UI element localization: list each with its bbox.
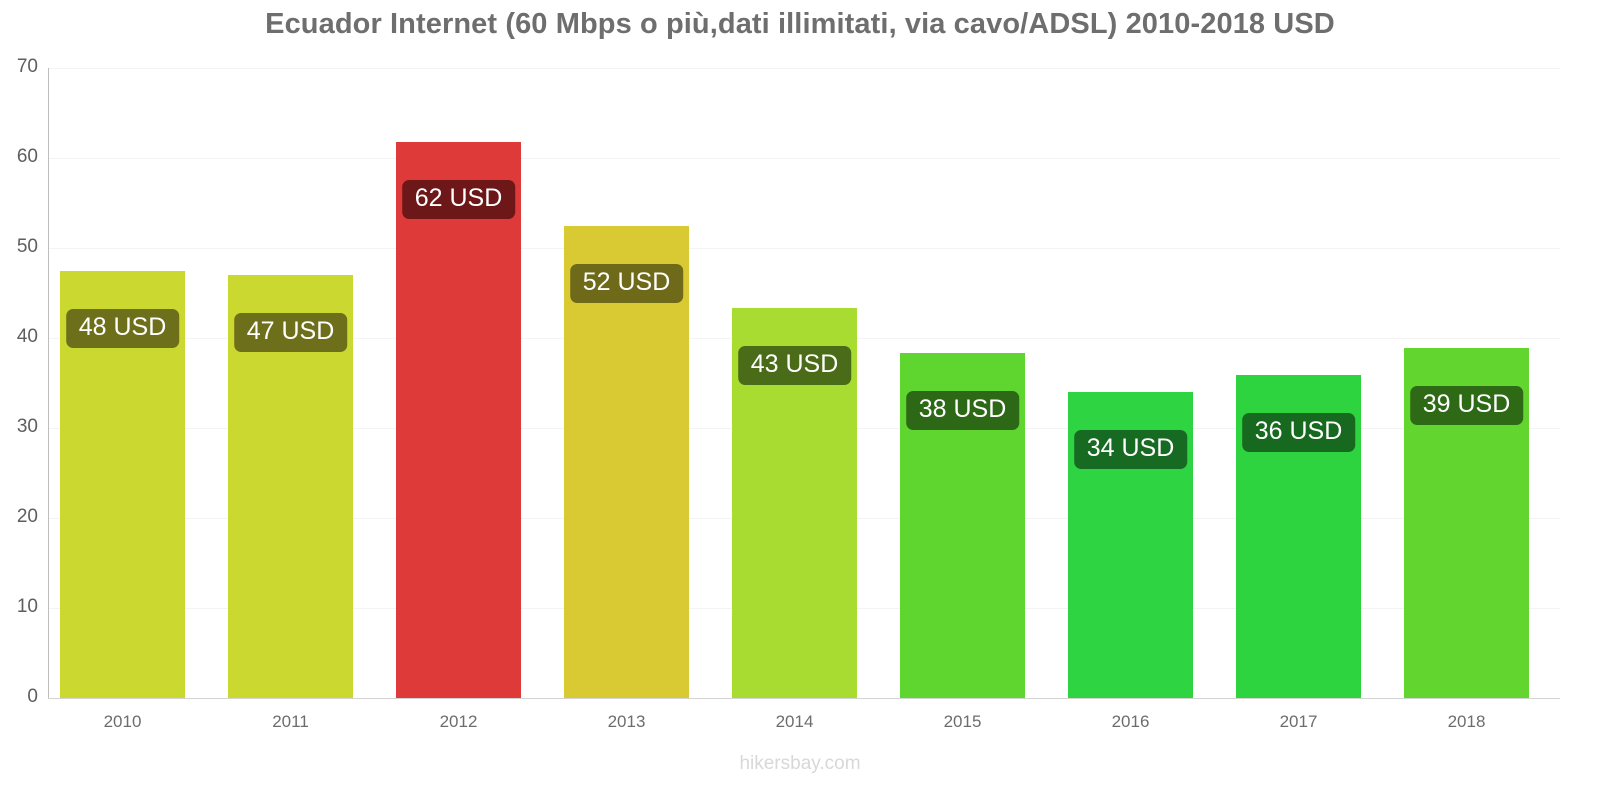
x-tick-label: 2013 xyxy=(607,712,646,731)
footer-credit: hikersbay.com xyxy=(739,753,861,774)
gridline xyxy=(48,158,1560,159)
x-tick-label: 2011 xyxy=(272,712,309,731)
bar-value-label: 43 USD xyxy=(737,346,852,386)
bar[interactable]: 62 USD xyxy=(396,141,521,698)
gridline xyxy=(48,248,1560,249)
y-tick-label: 10 xyxy=(16,596,38,617)
bar-value-label: 36 USD xyxy=(1241,412,1356,452)
bar[interactable]: 34 USD xyxy=(1068,392,1193,698)
x-tick-label: 2010 xyxy=(103,712,142,731)
x-tick-label: 2014 xyxy=(775,712,814,731)
bar[interactable]: 52 USD xyxy=(564,225,689,698)
chart-title: Ecuador Internet (60 Mbps o più,dati ill… xyxy=(265,8,1335,40)
x-tick-label: 2017 xyxy=(1279,712,1318,731)
bar[interactable]: 48 USD xyxy=(60,270,185,698)
y-tick-label: 40 xyxy=(16,326,38,347)
y-tick-label: 50 xyxy=(16,236,38,257)
bar-value-label: 47 USD xyxy=(233,313,348,352)
y-tick-label: 60 xyxy=(16,146,38,167)
bar[interactable]: 43 USD xyxy=(732,308,857,698)
y-tick-label: 70 xyxy=(16,56,38,77)
x-tick-label: 2018 xyxy=(1447,712,1486,731)
plot-area: 48 USD 47 USD 62 USD 52 USD 43 USD 38 USD 34 U… xyxy=(48,68,1560,699)
bar-value-label: 62 USD xyxy=(401,179,516,219)
x-tick-label: 2012 xyxy=(439,712,478,731)
bar-value-label: 48 USD xyxy=(65,308,180,348)
gridline xyxy=(48,68,1560,69)
y-axis-line xyxy=(48,68,49,699)
x-tick-label: 2016 xyxy=(1111,712,1150,731)
bar-value-label: 38 USD xyxy=(905,391,1020,431)
bar-value-label: 52 USD xyxy=(569,263,684,303)
x-tick-label: 2015 xyxy=(943,712,982,731)
x-axis-line xyxy=(48,698,1560,699)
bar-value-label: 39 USD xyxy=(1409,385,1524,425)
bar[interactable]: 39 USD xyxy=(1404,347,1529,698)
bar[interactable]: 36 USD xyxy=(1236,374,1361,698)
bar[interactable]: 38 USD xyxy=(900,353,1025,698)
y-tick-label: 20 xyxy=(16,506,38,527)
y-tick-label: 0 xyxy=(27,686,38,707)
y-tick-label: 30 xyxy=(16,416,38,437)
bar-value-label: 34 USD xyxy=(1073,430,1188,469)
bar[interactable]: 47 USD xyxy=(228,275,353,698)
